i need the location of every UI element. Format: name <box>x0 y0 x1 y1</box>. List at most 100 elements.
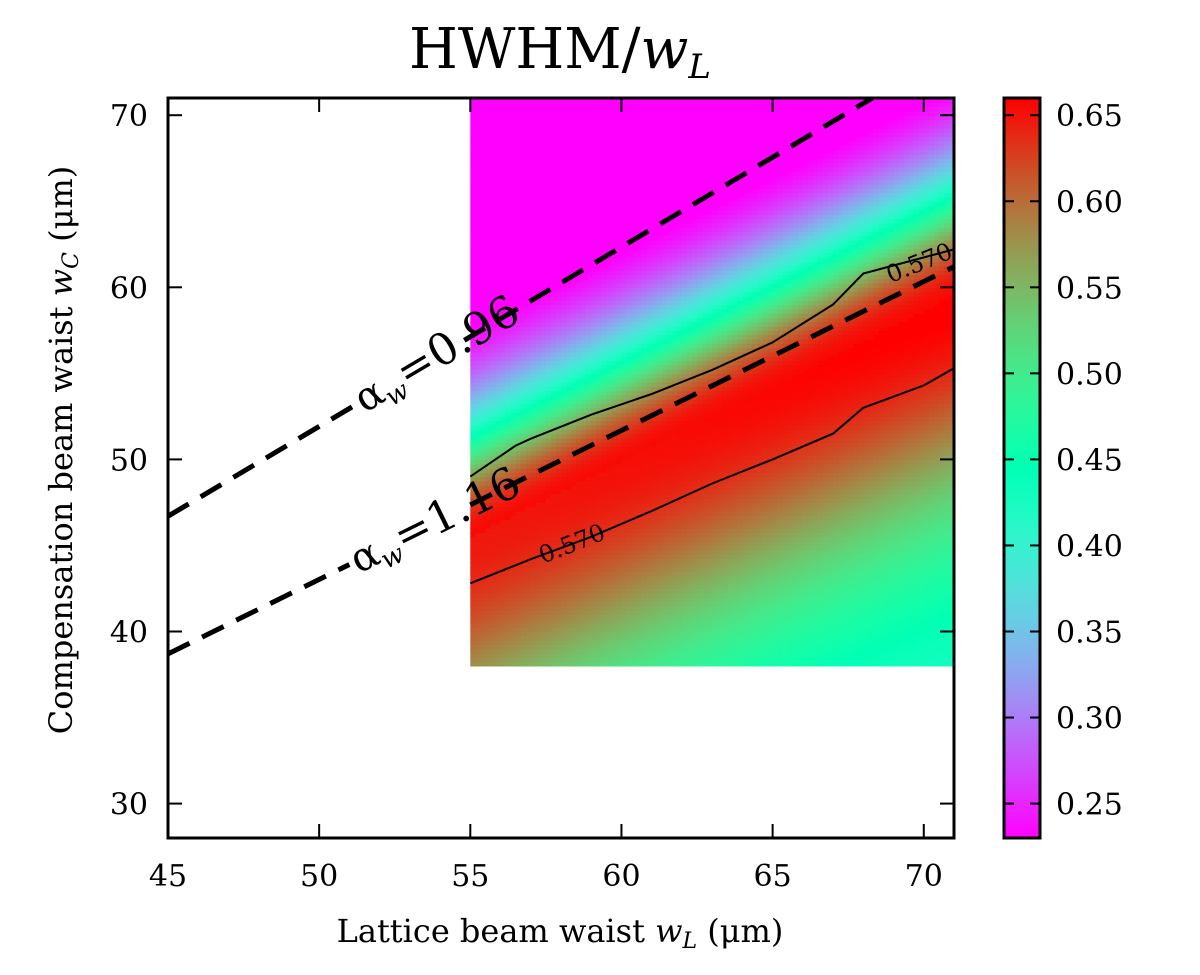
heatmap-cell <box>591 128 597 134</box>
heatmap-cell <box>525 592 532 598</box>
heatmap-cell <box>505 166 512 172</box>
heatmap-cell <box>631 291 638 297</box>
heatmap-cell <box>475 381 481 387</box>
heatmap-cell <box>646 205 653 211</box>
heatmap-cell <box>561 468 567 473</box>
heatmap-cell <box>626 205 633 211</box>
heatmap-cell <box>505 175 512 181</box>
heatmap-cell <box>651 278 658 284</box>
heatmap-cell <box>601 304 607 310</box>
heatmap-cell <box>561 407 567 413</box>
heatmap-cell <box>656 648 663 654</box>
heatmap-cell <box>490 597 497 602</box>
heatmap-cell <box>520 136 527 142</box>
heatmap-cell <box>651 631 658 637</box>
heatmap-cell <box>525 119 532 125</box>
heatmap-cell <box>621 128 628 134</box>
heatmap-cell <box>616 579 623 585</box>
heatmap-cell <box>591 308 597 314</box>
heatmap-cell <box>581 648 587 654</box>
heatmap-cell <box>631 304 638 310</box>
heatmap-cell <box>495 214 502 220</box>
heatmap-cell <box>510 261 517 267</box>
heatmap-cell <box>500 381 507 387</box>
heatmap-cell <box>510 493 517 499</box>
heatmap-cell <box>520 218 527 224</box>
heatmap-cell <box>636 455 643 460</box>
heatmap-cell <box>475 308 481 314</box>
heatmap-cell <box>606 175 612 181</box>
heatmap-cell <box>515 166 522 172</box>
heatmap-cell <box>576 338 582 344</box>
heatmap-cell <box>601 227 607 232</box>
heatmap-cell <box>591 545 597 551</box>
heatmap-cell <box>475 369 481 374</box>
heatmap-cell <box>566 218 572 224</box>
heatmap-cell <box>535 489 542 495</box>
heatmap-cell <box>591 566 597 572</box>
heatmap-cell <box>601 386 607 392</box>
heatmap-cell <box>581 153 587 159</box>
heatmap-cell <box>591 562 597 568</box>
heatmap-cell <box>550 609 557 615</box>
heatmap-cell <box>485 257 492 263</box>
heatmap-cell <box>596 519 602 525</box>
heatmap-cell <box>550 377 557 383</box>
heatmap-cell <box>596 136 602 142</box>
heatmap-cell <box>656 472 663 478</box>
heatmap-cell <box>631 201 638 207</box>
heatmap-cell <box>555 463 562 469</box>
heatmap-cell <box>646 644 653 650</box>
heatmap-cell <box>495 433 502 439</box>
heatmap-cell <box>495 102 502 108</box>
heatmap-cell <box>611 554 618 559</box>
heatmap-cell <box>470 123 476 129</box>
heatmap-cell <box>591 485 597 491</box>
heatmap-cell <box>500 640 507 645</box>
heatmap-cell <box>586 437 592 443</box>
heatmap-cell <box>636 261 643 267</box>
heatmap-cell <box>621 622 628 628</box>
heatmap-cell <box>485 179 492 185</box>
heatmap-cell <box>651 222 658 228</box>
heatmap-cell <box>596 123 602 129</box>
heatmap-cell <box>596 231 602 237</box>
heatmap-cell <box>485 420 492 426</box>
heatmap-cell <box>550 110 557 116</box>
heatmap-cell <box>656 528 663 534</box>
heatmap-cell <box>470 278 476 284</box>
heatmap-cell <box>646 661 653 667</box>
heatmap-cell <box>651 334 658 340</box>
heatmap-cell <box>581 592 587 598</box>
heatmap-cell <box>561 343 567 349</box>
heatmap-cell <box>480 98 487 103</box>
heatmap-cell <box>555 334 562 340</box>
heatmap-cell <box>515 622 522 628</box>
heatmap-cell <box>646 614 653 620</box>
heatmap-cell <box>591 145 597 151</box>
heatmap-cell <box>475 631 481 637</box>
heatmap-cell <box>530 136 537 142</box>
heatmap-cell <box>601 545 607 551</box>
heatmap-cell <box>480 347 487 353</box>
heatmap-cell <box>561 261 567 267</box>
heatmap-cell <box>540 571 547 577</box>
heatmap-cell <box>581 558 587 564</box>
heatmap-cell <box>576 536 582 542</box>
heatmap-cell <box>515 115 522 121</box>
heatmap-cell <box>641 420 648 426</box>
heatmap-cell <box>566 287 572 293</box>
heatmap-cell <box>480 205 487 211</box>
heatmap-cell <box>621 248 628 254</box>
heatmap-cell <box>470 351 476 357</box>
heatmap-cell <box>561 231 567 237</box>
heatmap-cell <box>525 541 532 547</box>
heatmap-cell <box>651 343 658 349</box>
heatmap-cell <box>480 214 487 220</box>
heatmap-cell <box>636 287 643 293</box>
heatmap-cell <box>555 218 562 224</box>
heatmap-cell <box>485 390 492 396</box>
heatmap-cell <box>525 635 532 641</box>
heatmap-cell <box>540 627 547 633</box>
heatmap-cell <box>586 390 592 396</box>
